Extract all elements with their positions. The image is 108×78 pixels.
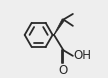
Text: O: O — [59, 64, 68, 77]
Text: OH: OH — [74, 49, 92, 62]
Polygon shape — [54, 19, 65, 35]
